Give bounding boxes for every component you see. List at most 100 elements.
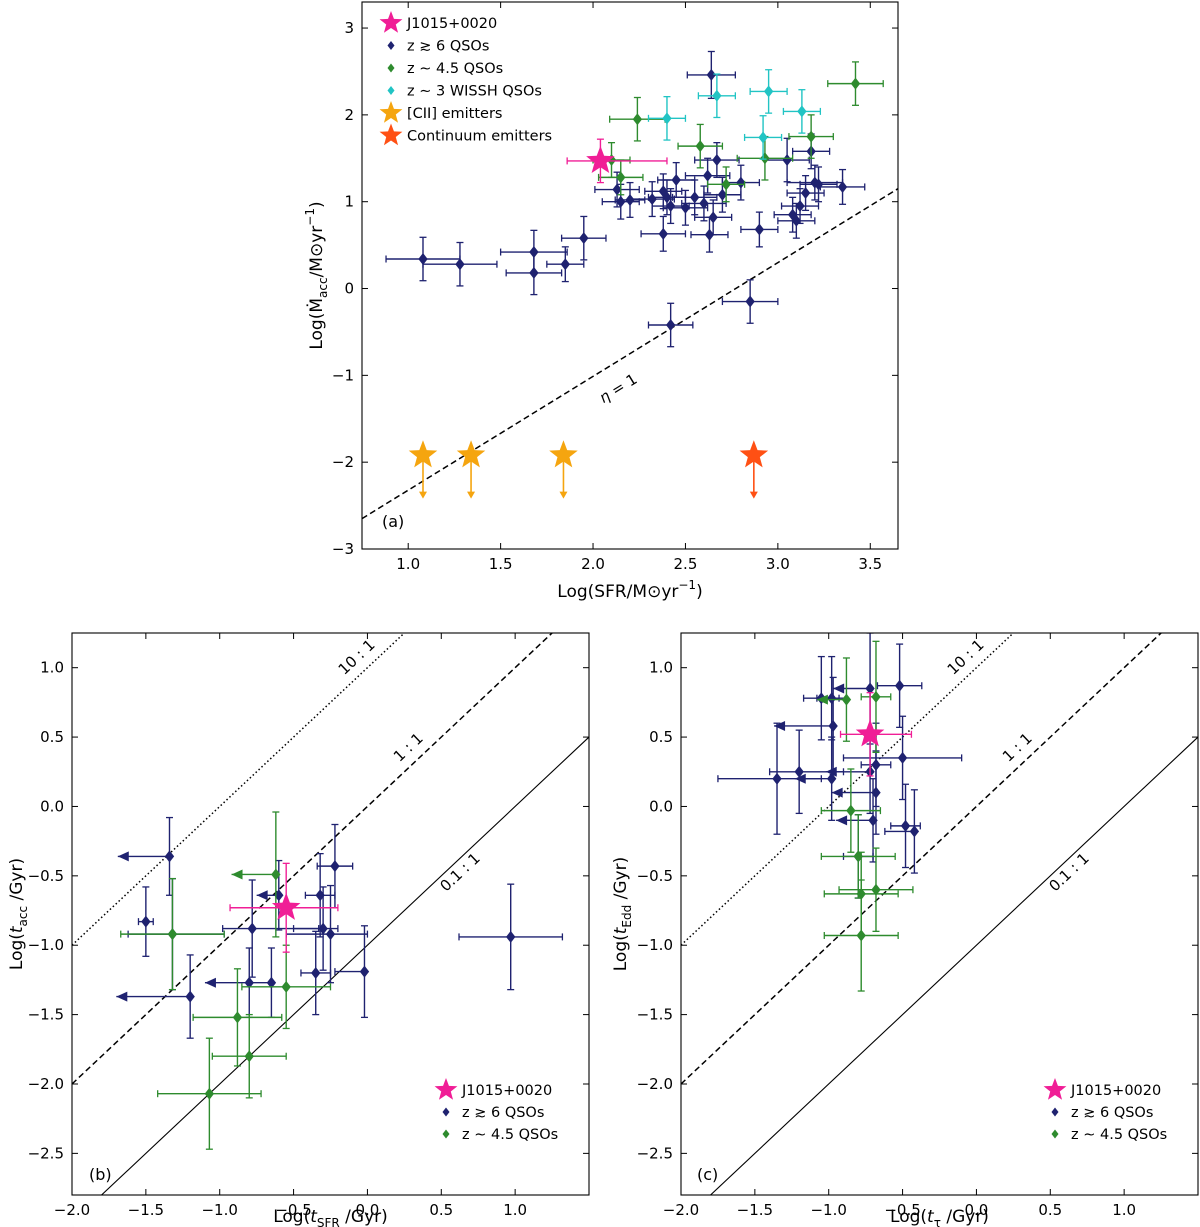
left-arrow — [831, 787, 843, 798]
diamond-marker — [795, 200, 805, 213]
diamond-marker — [758, 131, 768, 144]
left-arrow — [816, 694, 828, 705]
diamond-marker — [244, 976, 254, 989]
upper-limit-arrowhead — [559, 491, 568, 499]
star-marker — [271, 892, 301, 920]
diamond-marker — [232, 1011, 243, 1024]
y-tick-label: 0.5 — [40, 728, 64, 746]
star-marker — [739, 440, 769, 468]
diamond-marker — [837, 180, 848, 193]
diamond-marker — [856, 929, 866, 942]
diamond-marker — [616, 195, 626, 208]
legend-diamond-marker — [442, 1107, 450, 1117]
x-axis-label: Log(tτ /Gyr) — [890, 1207, 989, 1227]
ratio-1-1-line-label: 1 : 1 — [999, 729, 1036, 765]
y-tick-label: 0.5 — [649, 728, 673, 746]
diamond-marker — [247, 922, 257, 935]
diamond-marker — [871, 883, 881, 896]
series--cii-emitters — [408, 440, 578, 499]
diamond-marker — [529, 266, 539, 279]
diamond-marker — [185, 990, 195, 1003]
ratio-10-1-line — [681, 633, 1015, 946]
diamond-marker — [632, 113, 643, 126]
diamond-marker — [865, 682, 875, 695]
diamond-marker — [702, 169, 713, 182]
x-tick-label: −1.5 — [737, 1201, 773, 1219]
x-tick-label: 0.5 — [429, 1201, 453, 1219]
y-tick-label: −2.5 — [637, 1144, 673, 1162]
star-marker — [586, 145, 615, 174]
legend-star-marker — [434, 1078, 458, 1100]
panel-b-tacc-vs-tsfr: 10 : 1 1 : 1 0.1 : 1 −2.0 −1.5 −1.0 −0.5 0.0 0.5… — [7, 632, 590, 1227]
diamond-marker — [244, 1050, 254, 1063]
ratio-10-1-line — [72, 633, 406, 946]
panel-a-accretion-vs-sfr: η = 1 1.0 1.5 2.0 2.5 3.0 3.5 −3 −2 −1 0 1 2 3 Log(SFR… — [303, 1, 899, 602]
legend-diamond-marker — [442, 1129, 450, 1139]
y-tick-label: −1.5 — [637, 1006, 673, 1024]
diamond-marker — [810, 176, 820, 189]
x-tick-label: −0.5 — [884, 1201, 920, 1219]
diamond-marker — [164, 850, 175, 863]
y-axis-label: Log(tEdd /Gyr) — [611, 857, 634, 972]
ratio-0.1-1-line-label: 0.1 : 1 — [1045, 849, 1092, 895]
diamond-marker — [826, 692, 837, 705]
y-tick-label: −1 — [332, 366, 354, 384]
upper-limit-arrowhead — [749, 491, 758, 499]
diamond-marker — [418, 253, 428, 266]
diamond-marker — [506, 930, 516, 943]
diamond-marker — [897, 751, 908, 764]
legend-diamond-marker — [387, 86, 395, 95]
x-tick-label: 3.0 — [766, 555, 790, 573]
diamond-marker — [871, 690, 881, 703]
legend-label: z ≳ 6 QSOs — [462, 1105, 544, 1121]
legend-label: z ∼ 3 WISSH QSOs — [407, 84, 542, 100]
legend-label: Continuum emitters — [407, 129, 552, 145]
diamond-marker — [772, 772, 782, 785]
left-arrow — [794, 773, 806, 784]
left-arrow — [833, 683, 845, 694]
x-tick-label: −1.0 — [201, 1201, 237, 1219]
diamond-marker — [579, 232, 589, 245]
diamond-marker — [708, 211, 718, 224]
diamond-marker — [311, 966, 321, 979]
series-z-6-qsos — [116, 816, 564, 1039]
ratio-1-1-line-label: 1 : 1 — [390, 729, 427, 765]
y-tick-label: −0.5 — [637, 867, 673, 885]
y-tick-label: 0.0 — [649, 797, 673, 815]
series-j1015-0020 — [229, 862, 339, 953]
left-arrow — [256, 890, 268, 901]
diamond-marker — [712, 154, 722, 167]
upper-limit-arrowhead — [418, 491, 427, 499]
ratio-10-1-line-label: 10 : 1 — [335, 636, 379, 679]
x-axis-label: Log(SFR/M⊙yr−1) — [557, 578, 702, 602]
series-z-6-qsos — [385, 50, 866, 348]
axes-frame — [71, 632, 590, 1196]
legend-label: J1015+0020 — [406, 16, 497, 32]
plot-area — [681, 633, 1198, 1195]
left-arrow — [825, 766, 837, 777]
diamond-marker — [680, 201, 691, 214]
diamond-marker — [828, 719, 838, 732]
diamond-marker — [671, 173, 681, 186]
legend-label: [CII] emitters — [407, 106, 502, 122]
x-tick-label: 0.5 — [1038, 1201, 1062, 1219]
left-arrow — [231, 869, 243, 880]
y-tick-label: −3 — [332, 540, 354, 558]
legend-label: J1015+0020 — [461, 1083, 552, 1099]
panel-tag: (c) — [697, 1165, 718, 1184]
diamond-marker — [800, 187, 811, 200]
diamond-marker — [699, 197, 709, 210]
x-tick-label: 0.0 — [355, 1201, 379, 1219]
x-tick-label: 1.0 — [503, 1201, 527, 1219]
series-j1015-0020 — [839, 692, 913, 777]
diamond-marker — [894, 679, 905, 692]
axes-frame — [361, 1, 899, 550]
diamond-marker — [782, 154, 792, 167]
y-tick-label: −2.5 — [28, 1144, 64, 1162]
upper-limit-arrowhead — [467, 491, 476, 499]
diamond-marker — [736, 176, 746, 189]
x-tick-label: 1.5 — [489, 555, 513, 573]
x-tick-label: 1.0 — [1112, 1201, 1136, 1219]
y-tick-label: 1.0 — [40, 659, 64, 677]
legend-label: z ∼ 4.5 QSOs — [407, 61, 503, 77]
